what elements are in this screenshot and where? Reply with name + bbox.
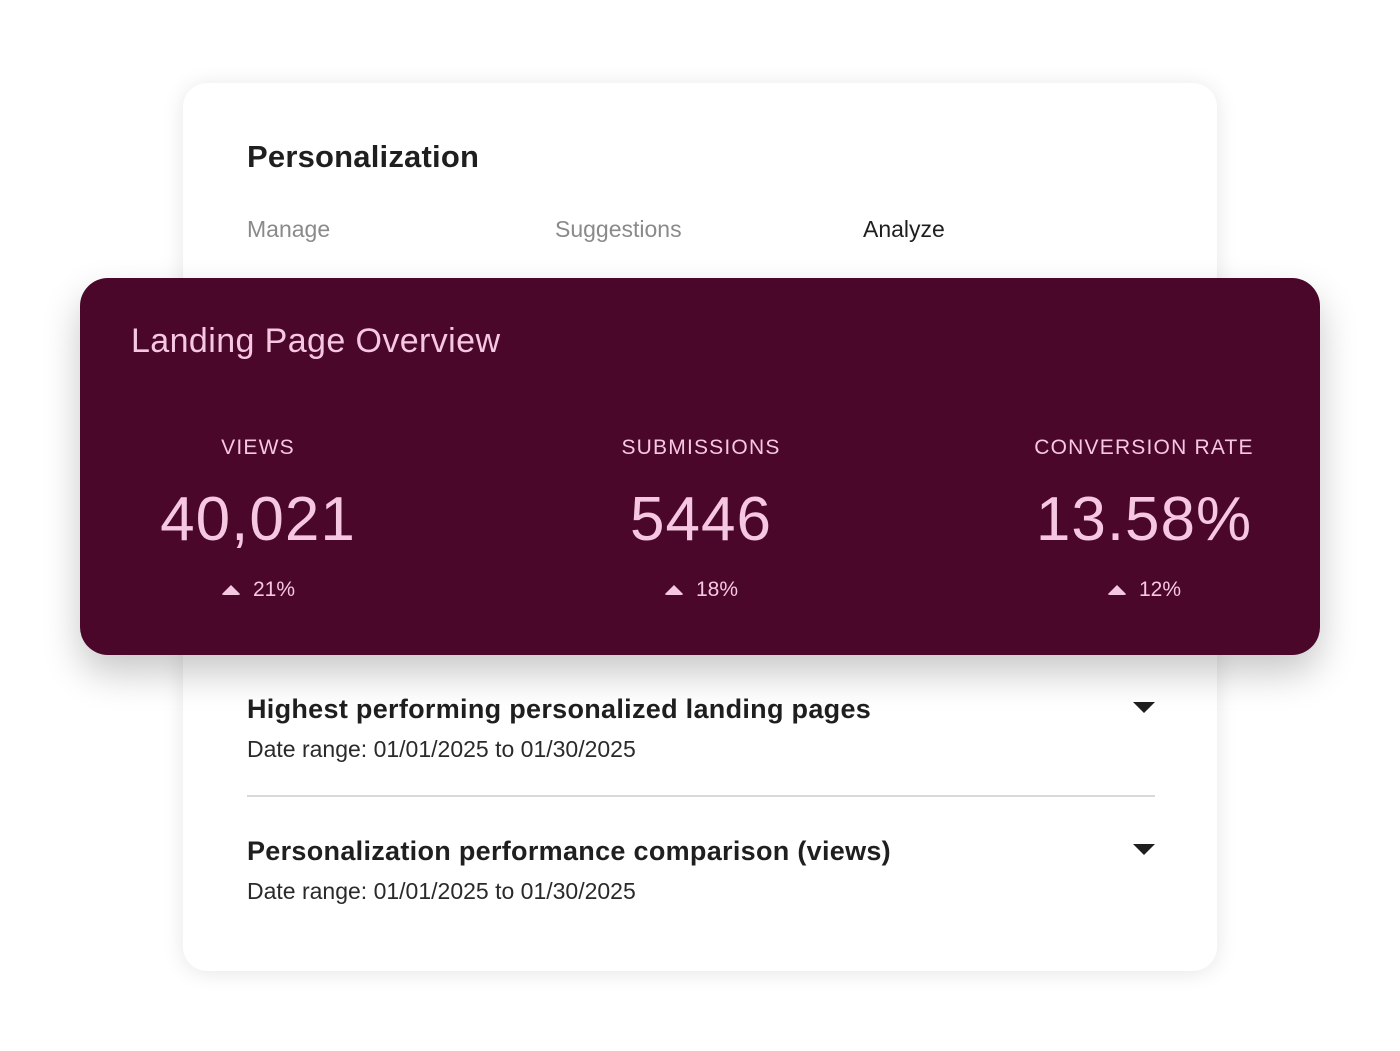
stat-change-value: 21% [252, 578, 296, 601]
section-title: Highest performing personalized landing … [247, 694, 872, 724]
triangle-up-icon [220, 585, 241, 595]
stat-conversion-rate: CONVERSION RATE 13.58% 12% [984, 434, 1304, 604]
triangle-up-icon [1106, 585, 1127, 595]
section-date-range: Date range: 01/01/2025 to 01/30/2025 [247, 736, 636, 762]
stat-label: CONVERSION RATE [1034, 436, 1254, 459]
page-title: Personalization [247, 139, 480, 174]
tab-manage[interactable]: Manage [247, 216, 331, 242]
stat-change: 18% [541, 576, 861, 604]
stat-submissions: SUBMISSIONS 5446 18% [541, 434, 861, 604]
stat-label: SUBMISSIONS [621, 436, 781, 459]
section-performance-comparison: Personalization performance comparison (… [247, 832, 1155, 906]
stat-views: VIEWS 40,021 21% [98, 434, 418, 604]
stat-change: 21% [98, 576, 418, 604]
divider [247, 795, 1155, 797]
stat-change: 12% [984, 576, 1304, 604]
caret-down-icon[interactable] [1133, 844, 1155, 855]
stat-change-value: 18% [695, 578, 739, 601]
tab-suggestions[interactable]: Suggestions [555, 216, 682, 242]
section-highest-performing: Highest performing personalized landing … [247, 690, 1155, 764]
section-title: Personalization performance comparison (… [247, 836, 891, 866]
triangle-up-icon [663, 585, 684, 595]
stat-label: VIEWS [221, 436, 295, 459]
stat-value: 40,021 [160, 485, 356, 554]
stat-value: 13.58% [1035, 485, 1253, 554]
caret-down-icon[interactable] [1133, 702, 1155, 713]
tab-analyze[interactable]: Analyze [863, 216, 945, 242]
landing-page-overview-panel: Landing Page Overview VIEWS 40,021 21% S… [80, 278, 1320, 655]
stat-value: 5446 [630, 485, 772, 554]
stat-change-value: 12% [1138, 578, 1182, 601]
section-date-range: Date range: 01/01/2025 to 01/30/2025 [247, 878, 636, 904]
overview-title: Landing Page Overview [131, 322, 501, 360]
